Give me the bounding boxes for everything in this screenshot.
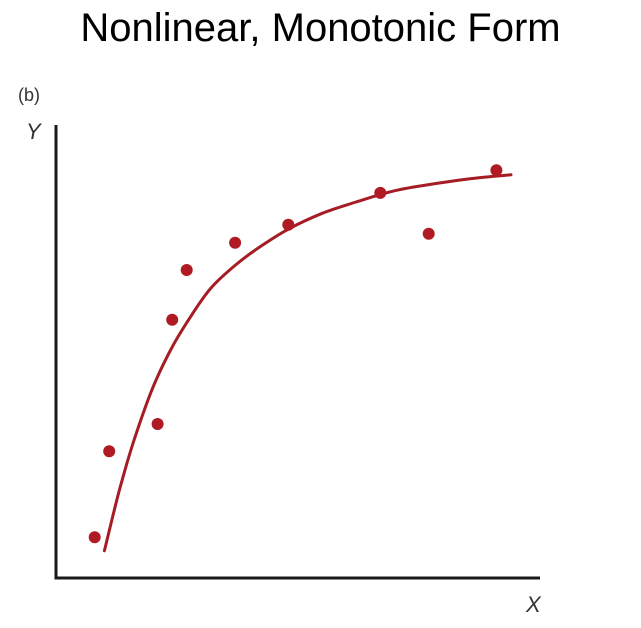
- y-axis-label: Y: [26, 119, 42, 144]
- data-point: [151, 418, 164, 430]
- data-point: [374, 186, 387, 199]
- data-point: [422, 227, 435, 240]
- data-point: [282, 218, 295, 231]
- panel-label: (b): [18, 85, 40, 105]
- data-point: [166, 313, 179, 326]
- page-title: Nonlinear, Monotonic Form: [80, 6, 561, 50]
- data-point: [103, 445, 116, 458]
- plot-area: [88, 164, 513, 553]
- fitted-curve: [102, 173, 513, 553]
- data-point: [229, 236, 242, 249]
- data-point: [180, 264, 193, 276]
- data-point: [88, 531, 101, 544]
- x-axis-label: X: [525, 592, 542, 617]
- data-point: [490, 164, 503, 177]
